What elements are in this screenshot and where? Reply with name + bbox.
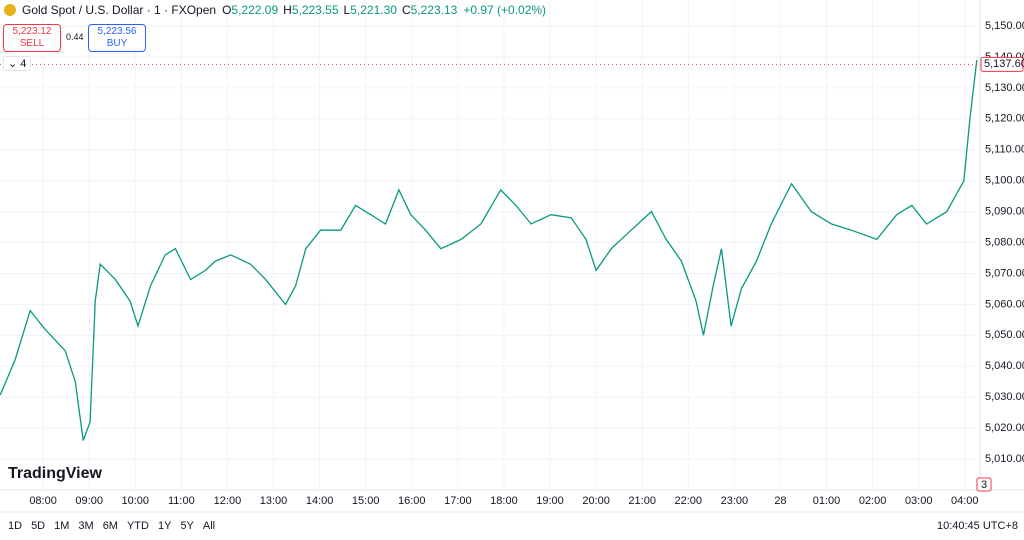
spread: 0.44 (66, 32, 84, 42)
plot-background (0, 0, 1024, 512)
y-tick-label: 5,090.00 (985, 205, 1024, 217)
ohlc-value: 5,223.55 (291, 3, 339, 17)
buy-price[interactable]: 5,223.56 (97, 26, 137, 37)
y-tick-label: 5,040.00 (985, 360, 1024, 372)
x-tick-label: 01:00 (813, 495, 841, 507)
x-tick-label: 21:00 (628, 495, 656, 507)
x-tick-label: 09:00 (75, 495, 103, 507)
x-tick-label: 13:00 (260, 495, 288, 507)
ohlc-item: O5,222.09 (222, 3, 278, 17)
sell-price[interactable]: 5,223.12 (12, 26, 52, 37)
ohlc-value: 5,221.30 (350, 3, 397, 17)
y-tick-label: 5,100.00 (985, 175, 1024, 187)
buy-label[interactable]: BUY (106, 38, 128, 49)
y-tick-label: 5,060.00 (985, 298, 1024, 310)
x-tick-label: 08:00 (29, 495, 57, 507)
x-tick-label: 03:00 (905, 495, 933, 507)
symbol-icon (4, 4, 16, 16)
range-bar: 1D 5D 1M 3M 6M YTD 1Y 5Y All (8, 520, 215, 532)
price-line (0, 59, 978, 441)
grid (0, 0, 980, 490)
range-button[interactable]: YTD (126, 520, 149, 532)
last-price-box (980, 56, 1024, 72)
ohlc-value: 5,222.09 (231, 3, 279, 17)
indicators-toggle[interactable]: ⌄ 4 (3, 56, 32, 71)
range-button[interactable]: 5D (31, 520, 46, 532)
symbol-name[interactable]: Gold Spot / U.S. Dollar · 1 · FXOpen (22, 3, 217, 17)
y-tick-label: 5,150.00 (985, 20, 1024, 32)
y-tick-label: 5,050.00 (985, 329, 1024, 341)
ohlc-key: L (343, 3, 351, 17)
x-tick-label: 15:00 (352, 495, 380, 507)
x-tick-label: 20:00 (582, 495, 610, 507)
x-tick-label: 10:00 (121, 495, 149, 507)
y-tick-label: 5,070.00 (985, 267, 1024, 279)
ohlc-key: C (401, 3, 411, 17)
x-tick-label: 11:00 (168, 495, 195, 507)
range-button[interactable]: 1M (54, 520, 70, 532)
y-tick-label: 5,020.00 (985, 422, 1024, 434)
buy-button[interactable]: 5,223.56 BUY (88, 24, 146, 52)
y-tick-label: 5,030.00 (985, 391, 1024, 403)
range-button[interactable]: 6M (102, 520, 118, 532)
y-tick-label: 5,120.00 (985, 113, 1024, 125)
y-tick-label: 5,130.00 (985, 82, 1024, 94)
clock: 10:40:45 UTC+8 (936, 520, 1018, 532)
ohlc-values: O5,222.09 H5,223.55 L5,221.30 C5,223.13 (222, 3, 457, 17)
x-tick-label: 04:00 (951, 495, 979, 507)
last-price-label: 5,137.60 (984, 58, 1024, 70)
symbol-header: Gold Spot / U.S. Dollar · 1 · FXOpen O5,… (4, 3, 546, 17)
x-tick-label: 14:00 (306, 495, 334, 507)
range-button[interactable]: 5Y (180, 520, 194, 532)
sell-button[interactable]: 5,223.12 SELL (3, 24, 61, 52)
x-tick-label: 28 (774, 495, 786, 507)
range-button[interactable]: 3M (78, 520, 94, 532)
range-button[interactable]: 1D (8, 520, 23, 532)
range-button[interactable]: 1Y (157, 520, 172, 532)
y-tick-label: 5,010.00 (985, 453, 1024, 465)
x-tick-label: 16:00 (398, 495, 426, 507)
x-tick-label: 23:00 (721, 495, 749, 507)
x-tick-label: 12:00 (214, 495, 242, 507)
ohlc-key: H (283, 3, 292, 17)
x-tick-label: 02:00 (859, 495, 887, 507)
ohlc-item: L5,221.30 (344, 3, 397, 17)
ohlc-value: 5,223.13 (410, 3, 458, 17)
x-tick-label: 22:00 (675, 495, 703, 507)
sell-label[interactable]: SELL (19, 38, 45, 49)
ohlc-item: H5,223.55 (283, 3, 338, 17)
y-tick-label: 5,080.00 (985, 236, 1024, 248)
brand-logo: TradingView (8, 465, 102, 482)
y-tick-label: 5,110.00 (985, 144, 1024, 156)
indicator-count[interactable]: 4 (20, 58, 27, 70)
ohlc-item: C5,223.13 (402, 3, 457, 17)
volume-badge-box (976, 477, 992, 492)
change: +0.97 (+0.02%) (463, 3, 547, 17)
x-tick-label: 17:00 (444, 495, 472, 507)
x-tick-label: 19:00 (536, 495, 564, 507)
ohlc-key: O (222, 3, 232, 17)
x-tick-label: 18:00 (490, 495, 518, 507)
range-button[interactable]: All (202, 520, 216, 532)
volume-badge: 3 (981, 479, 987, 491)
